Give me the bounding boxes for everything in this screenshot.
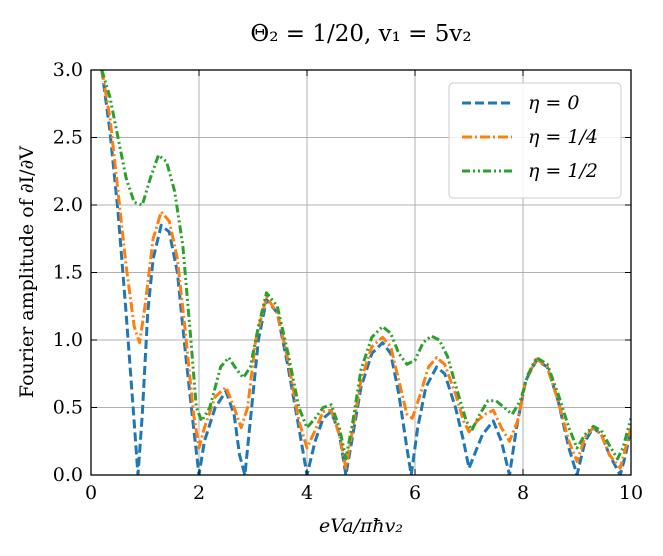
x-tick-label: 0 — [85, 482, 97, 504]
y-axis-label: Fourier amplitude of ∂I/∂V — [16, 146, 38, 398]
series-line-2 — [100, 70, 631, 461]
legend-label-0: η = 0 — [528, 92, 579, 114]
legend: η = 0 η = 1/4 η = 1/2 — [448, 82, 622, 199]
y-tick-label: 0.5 — [53, 397, 83, 419]
y-tick-label: 3.0 — [53, 59, 83, 81]
x-tick-label: 8 — [517, 482, 529, 504]
x-axis-label: eVa/πħv₂ — [319, 515, 403, 537]
y-ticks: 0.0 0.5 1.0 1.5 2.0 2.5 3.0 — [53, 59, 631, 486]
chart-title: Θ₂ = 1/20, v₁ = 5v₂ — [250, 21, 471, 47]
y-tick-label: 1.0 — [53, 329, 83, 351]
x-tick-label: 10 — [619, 482, 643, 504]
legend-box — [448, 82, 622, 199]
y-tick-label: 0.0 — [53, 464, 83, 486]
y-tick-label: 2.0 — [53, 194, 83, 216]
x-ticks: 0 2 4 6 8 10 — [85, 70, 643, 504]
y-tick-label: 2.5 — [53, 127, 83, 149]
x-tick-label: 4 — [301, 482, 313, 504]
legend-label-1: η = 1/4 — [528, 126, 598, 148]
x-tick-label: 2 — [193, 482, 205, 504]
x-tick-label: 6 — [409, 482, 421, 504]
series-lines — [100, 70, 631, 475]
y-tick-label: 1.5 — [53, 262, 83, 284]
legend-label-2: η = 1/2 — [528, 160, 598, 182]
series-line-1 — [100, 70, 631, 470]
